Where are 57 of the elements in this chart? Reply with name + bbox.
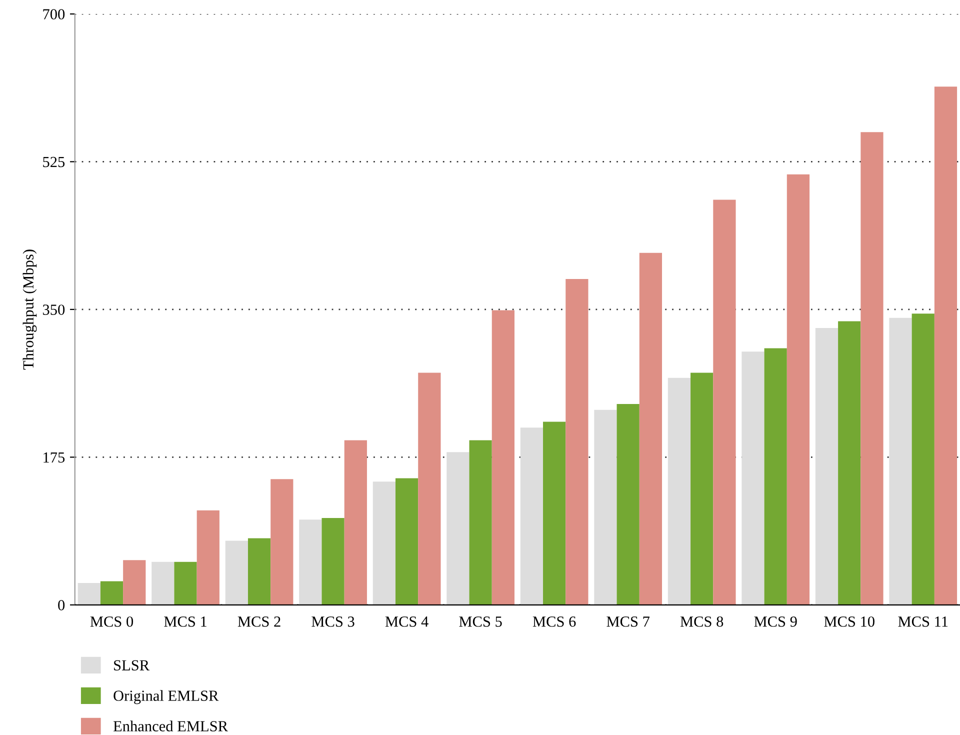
x-tick-label: MCS 7	[606, 616, 650, 627]
bar	[469, 440, 492, 605]
bar	[248, 538, 271, 605]
bar	[395, 478, 418, 605]
bar	[639, 252, 662, 605]
bar	[270, 479, 294, 605]
bar	[299, 520, 322, 605]
bar	[616, 404, 640, 605]
bar	[123, 560, 146, 605]
bar	[174, 562, 197, 605]
bar	[152, 562, 174, 605]
bar	[520, 428, 544, 605]
legend-label: SLSR	[114, 660, 150, 670]
bar	[838, 321, 861, 605]
bar	[786, 174, 810, 605]
bar	[492, 310, 514, 605]
x-tick-label: MCS 10	[824, 616, 874, 627]
bar	[934, 86, 958, 605]
y-tick-label: 0	[58, 600, 65, 610]
bar	[815, 328, 838, 605]
bar	[690, 372, 714, 605]
y-tick-label: 700	[43, 9, 65, 20]
y-axis-title: Throughput (Mbps)	[22, 250, 37, 370]
bar	[78, 582, 100, 605]
bar	[225, 540, 248, 605]
x-tick-label: MCS 1	[164, 616, 206, 627]
x-tick-label: MCS 11	[898, 616, 948, 627]
bar	[742, 352, 764, 605]
x-tick-label: MCS 6	[532, 616, 576, 627]
bar	[566, 279, 588, 605]
y-tick-label: 175	[44, 452, 65, 463]
x-tick-label: MCS 8	[680, 616, 724, 627]
bar	[418, 372, 441, 605]
x-tick-label: MCS 4	[385, 616, 428, 627]
x-tick-label: MCS 9	[754, 616, 797, 627]
bar	[196, 510, 220, 605]
bar	[594, 410, 617, 605]
x-tick-label: MCS 5	[459, 616, 502, 627]
x-tick-label: MCS 0	[90, 616, 134, 627]
bar	[860, 132, 884, 605]
x-tick-label: MCS 2	[238, 616, 280, 627]
bar	[446, 452, 470, 605]
y-tick-label: 350	[42, 304, 65, 315]
bar	[322, 518, 344, 605]
bar	[889, 318, 912, 605]
legend-label: Enhanced EMLSR	[113, 720, 228, 732]
bar	[713, 200, 736, 605]
x-tick-label: MCS 3	[312, 616, 354, 627]
y-tick-label: 525	[43, 156, 65, 168]
legend-label: Original EMLSR	[114, 690, 219, 704]
bar	[668, 378, 691, 605]
bar	[764, 348, 787, 605]
bar	[912, 314, 934, 605]
bar	[543, 422, 566, 605]
bar	[100, 581, 124, 605]
bar	[372, 482, 396, 605]
bar	[344, 440, 367, 605]
